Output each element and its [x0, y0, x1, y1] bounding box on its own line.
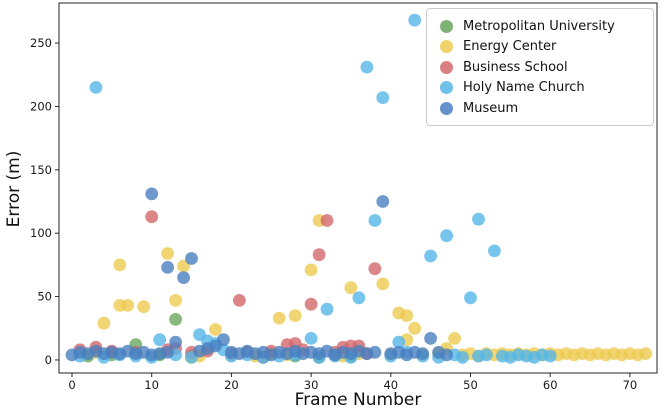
data-point: [543, 349, 557, 363]
data-point: [368, 345, 382, 359]
data-point: [376, 91, 390, 104]
data-point: [217, 333, 230, 347]
data-point: [639, 347, 653, 360]
data-point: [185, 252, 198, 265]
legend-item: Museum: [436, 98, 647, 119]
data-point: [97, 316, 111, 330]
data-point: [456, 351, 469, 364]
data-point: [320, 302, 334, 316]
legend-label: Business School: [463, 59, 568, 75]
data-point: [121, 299, 135, 312]
legend-marker-icon: [440, 81, 453, 95]
data-point: [480, 348, 493, 362]
legend-item: Business School: [436, 57, 647, 78]
data-point: [161, 247, 175, 260]
data-point: [424, 249, 437, 263]
plot-spines: [58, 2, 658, 374]
y-tick-label: 50: [37, 290, 52, 304]
legend: Metropolitan University Energy Center Busi…: [426, 8, 654, 126]
data-point: [137, 300, 151, 314]
data-point: [376, 277, 390, 291]
data-point: [169, 335, 183, 349]
data-point: [161, 261, 175, 274]
legend-label: Museum: [463, 100, 519, 116]
x-tick-label: 70: [623, 378, 638, 392]
data-point: [304, 332, 318, 345]
legend-marker-icon: [440, 60, 453, 74]
data-point: [153, 333, 167, 347]
data-point: [169, 294, 183, 307]
data-point: [424, 332, 437, 345]
legend-marker-icon: [440, 101, 453, 115]
x-tick-label: 10: [144, 378, 159, 392]
x-tick-label: 60: [543, 378, 558, 392]
data-point: [320, 214, 334, 227]
data-point: [89, 81, 103, 94]
data-point: [145, 210, 159, 224]
data-point: [368, 214, 382, 227]
x-axis-label: Frame Number: [294, 390, 422, 410]
legend-label: Holy Name Church: [463, 80, 585, 96]
x-tick-label: 40: [383, 378, 398, 392]
data-point: [304, 297, 318, 311]
x-tick-label: 0: [68, 378, 75, 392]
data-point: [145, 187, 159, 201]
y-tick-label: 200: [30, 99, 52, 113]
data-point: [416, 347, 430, 360]
y-tick-label: 150: [30, 163, 52, 177]
legend-item: Energy Center: [436, 37, 647, 58]
y-tick-label: 250: [30, 36, 52, 50]
data-point: [209, 323, 222, 336]
legend-label: Metropolitan University: [463, 18, 615, 34]
data-point: [344, 281, 358, 295]
data-point: [272, 311, 286, 325]
data-point: [464, 291, 477, 305]
data-point: [448, 332, 461, 345]
data-point: [488, 244, 501, 258]
legend-marker-icon: [440, 40, 453, 54]
y-tick-label: 100: [30, 226, 52, 240]
data-point: [472, 212, 485, 226]
y-tick-label: 0: [45, 353, 52, 367]
data-point: [400, 309, 414, 322]
data-point: [440, 348, 453, 362]
data-point: [392, 335, 406, 349]
data-point: [368, 262, 382, 276]
data-point: [177, 259, 191, 273]
data-point: [113, 258, 127, 272]
data-point: [376, 195, 390, 208]
legend-item: Metropolitan University: [436, 16, 647, 37]
data-point: [408, 321, 422, 335]
x-tick-label: 50: [463, 378, 478, 392]
data-point: [233, 294, 246, 307]
data-point: [161, 345, 175, 359]
x-tick-label: 30: [304, 378, 319, 392]
legend-marker-icon: [440, 19, 453, 33]
legend-item: Holy Name Church: [436, 78, 647, 99]
y-axis-label: Error (m): [4, 150, 24, 228]
data-point: [352, 291, 366, 305]
data-point: [177, 271, 191, 284]
data-point: [360, 60, 374, 74]
data-point: [312, 248, 326, 262]
data-point: [169, 313, 183, 326]
data-point: [288, 309, 302, 322]
legend-label: Energy Center: [463, 39, 557, 55]
x-tick-label: 20: [224, 378, 239, 392]
data-point: [440, 229, 453, 243]
data-point: [304, 263, 318, 277]
data-point: [408, 13, 422, 27]
